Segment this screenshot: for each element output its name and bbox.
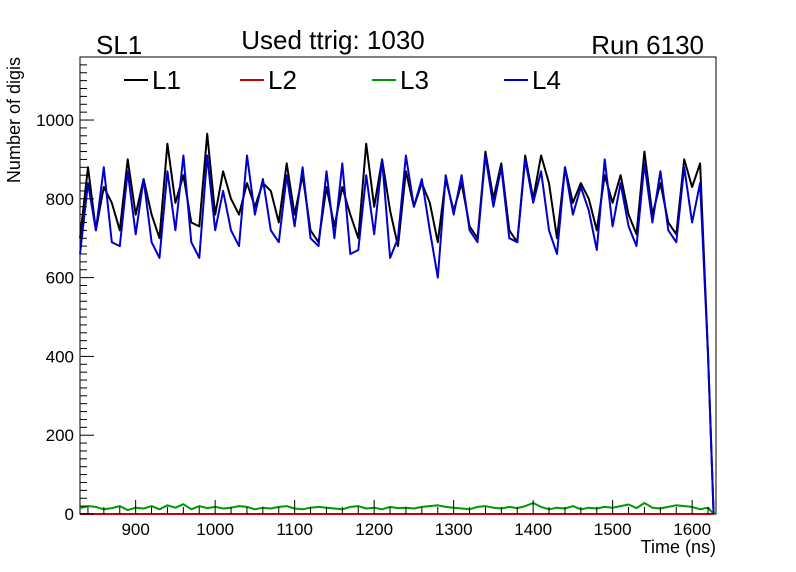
series-layer xyxy=(79,132,715,515)
x-tick-label: 900 xyxy=(121,520,149,539)
y-axis-label: Number of digis xyxy=(4,57,24,183)
y-tick-label: 400 xyxy=(46,347,74,366)
legend-label-l2: L2 xyxy=(268,65,297,95)
x-tick-label: 1100 xyxy=(276,520,313,539)
header-center-label: Used ttrig: 1030 xyxy=(241,25,425,55)
x-tick-label: 1600 xyxy=(673,520,711,539)
plot-frame xyxy=(79,56,717,515)
x-axis-label: Time (ns) xyxy=(641,537,716,557)
header-left-label: SL1 xyxy=(96,30,142,60)
x-tick-label: 1500 xyxy=(594,520,632,539)
y-tick-label: 600 xyxy=(46,269,74,288)
axis-layer: 0 200 400 600 800 1000 900 1000 1100 1200 1300 1400… xyxy=(36,56,711,539)
header-right-label: Run 6130 xyxy=(591,30,704,60)
y-tick-label: 200 xyxy=(46,426,74,445)
legend: L1 L2 L3 L4 xyxy=(124,65,561,95)
x-tick-label: 1200 xyxy=(355,520,393,539)
legend-label-l3: L3 xyxy=(400,65,429,95)
x-tick-label: 1300 xyxy=(435,520,473,539)
y-tick-label: 1000 xyxy=(36,111,74,130)
x-tick-label: 1000 xyxy=(196,520,234,539)
series-line-l4 xyxy=(79,154,715,515)
y-tick-label: 0 xyxy=(65,505,74,524)
x-tick-label: 1400 xyxy=(514,520,552,539)
legend-label-l4: L4 xyxy=(532,65,561,95)
y-tick-label: 800 xyxy=(46,190,74,209)
series-line-l3 xyxy=(79,502,715,515)
legend-label-l1: L1 xyxy=(152,65,181,95)
